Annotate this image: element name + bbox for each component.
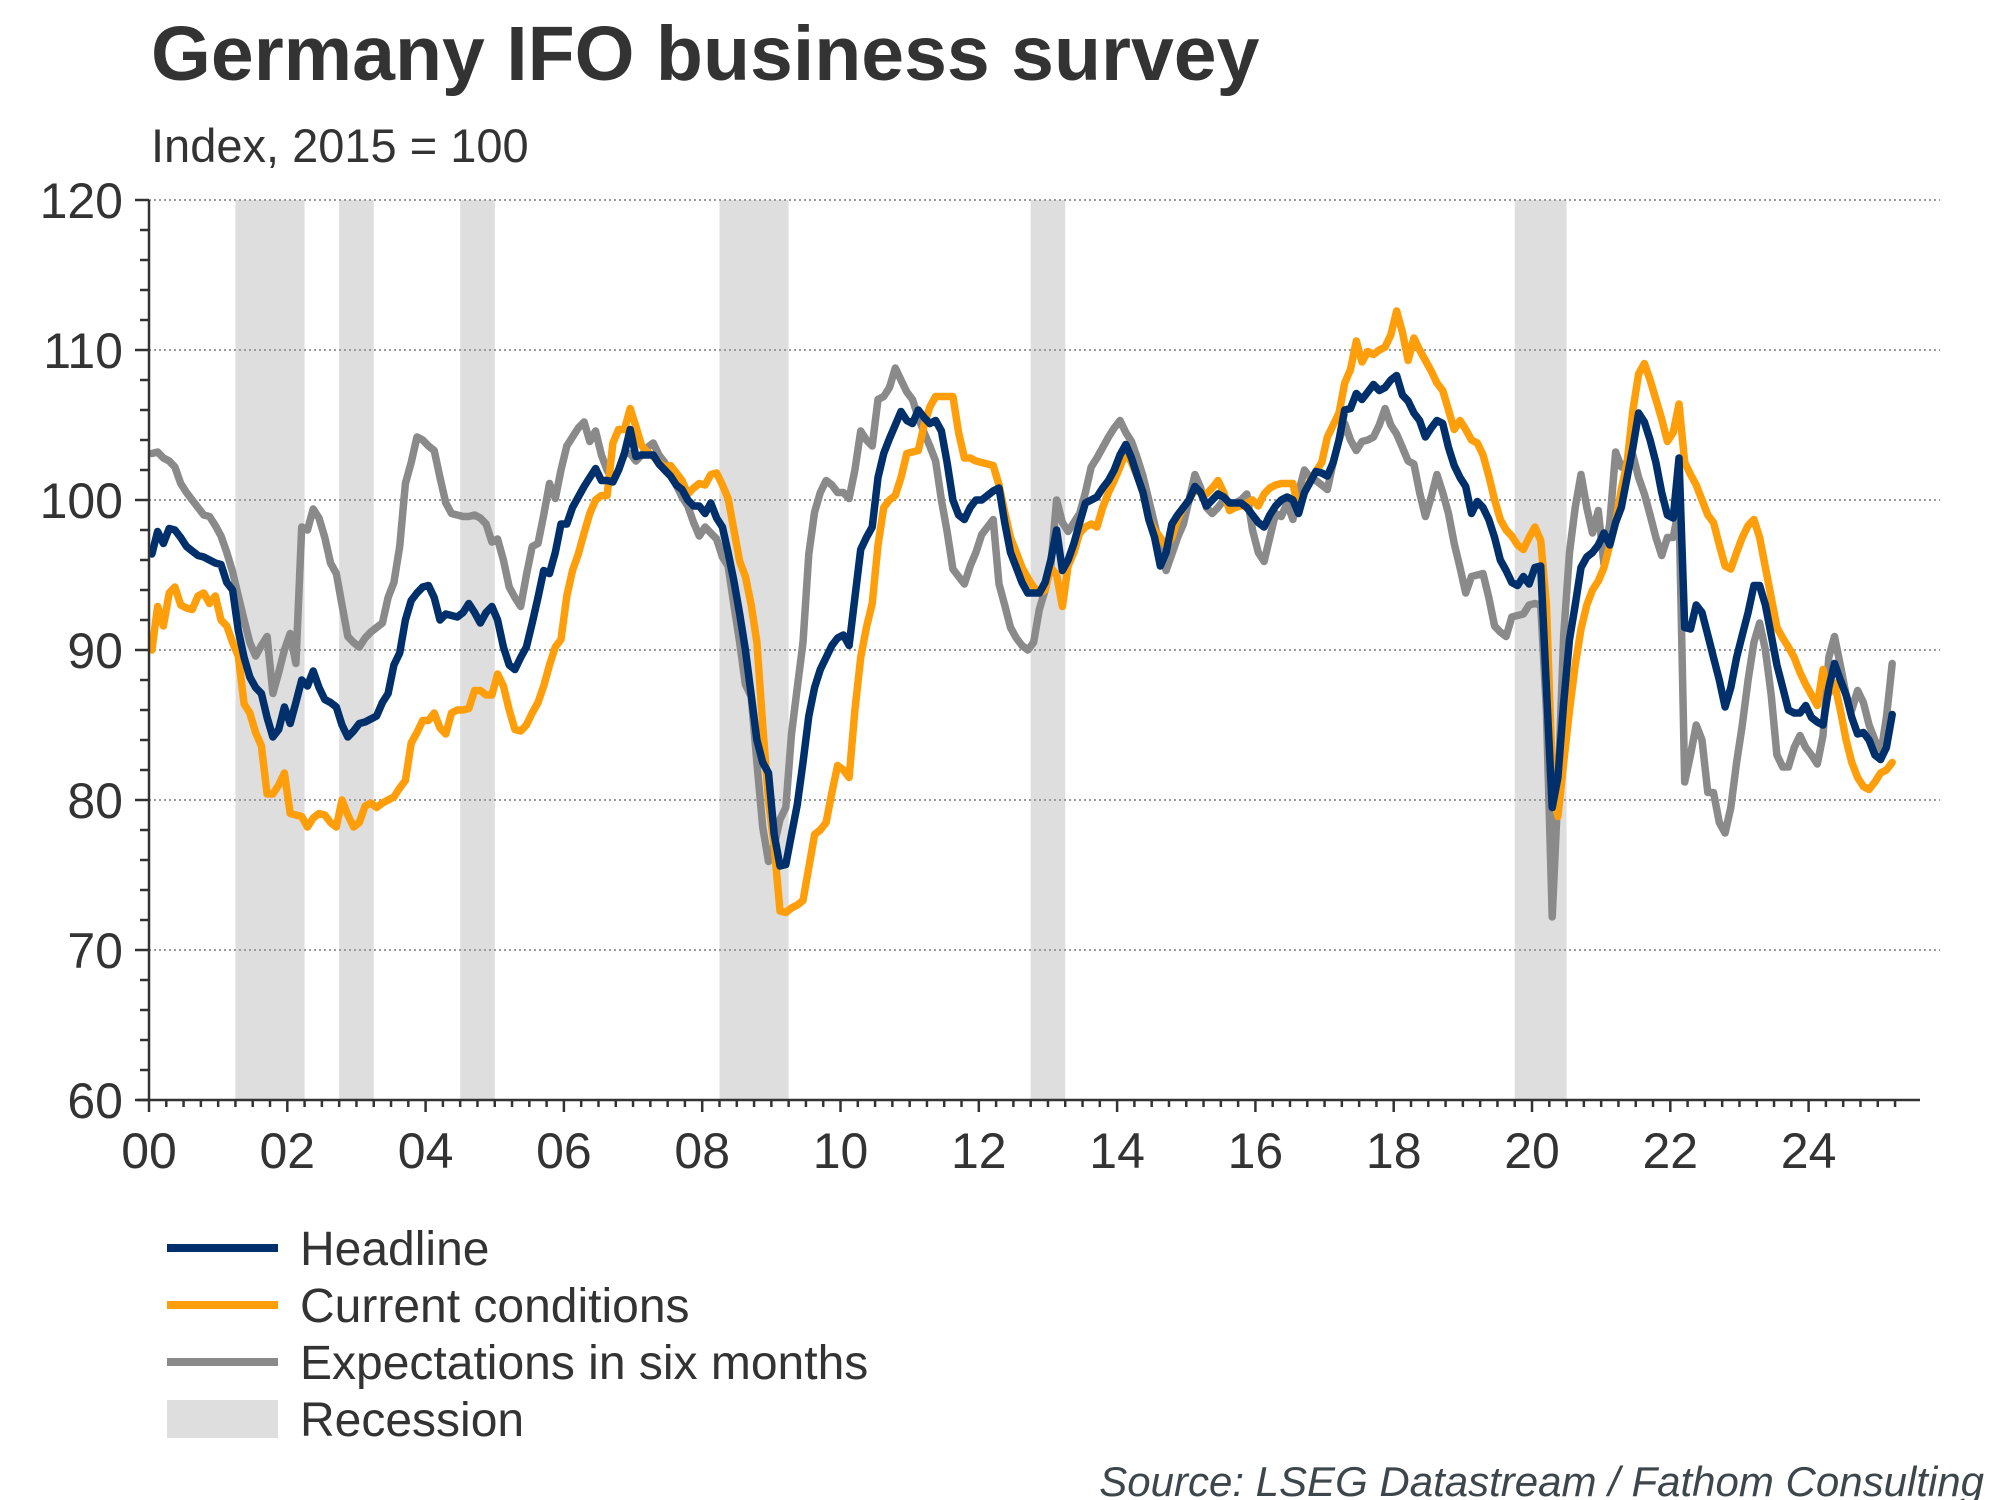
legend-item-recession: Recession bbox=[167, 1394, 524, 1447]
x-tick-label: 20 bbox=[1504, 1123, 1560, 1179]
gridlines bbox=[149, 199, 1940, 951]
x-tick-label: 04 bbox=[398, 1123, 454, 1179]
chart-subtitle: Index, 2015 = 100 bbox=[151, 119, 529, 172]
x-tick-label: 22 bbox=[1643, 1123, 1699, 1179]
x-tick-label: 06 bbox=[536, 1123, 592, 1179]
x-tick-label: 24 bbox=[1781, 1123, 1837, 1179]
legend-swatch-area bbox=[167, 1400, 278, 1438]
x-tick-label: 10 bbox=[813, 1123, 869, 1179]
series-line-current-conditions bbox=[148, 307, 1896, 917]
x-tick-label: 16 bbox=[1228, 1123, 1284, 1179]
legend-item-current-conditions: Current conditions bbox=[167, 1280, 690, 1333]
y-tick-label: 100 bbox=[40, 473, 123, 529]
x-axis-ticks: 00 02 04 06 08 10 12 14 16 18 20 22 24 bbox=[121, 1100, 1897, 1179]
series-lines bbox=[148, 307, 1896, 921]
series-line-expectations bbox=[148, 364, 1896, 921]
y-tick-label: 110 bbox=[43, 323, 123, 379]
x-tick-label: 02 bbox=[259, 1123, 315, 1179]
y-axis-ticks: 60 70 80 90 100 110 120 bbox=[40, 173, 149, 1129]
series-line-headline bbox=[148, 371, 1896, 870]
legend-label: Current conditions bbox=[300, 1280, 690, 1333]
y-tick-label: 80 bbox=[67, 773, 123, 829]
y-tick-label: 90 bbox=[67, 623, 123, 679]
y-tick-label: 120 bbox=[40, 173, 123, 229]
chart-title: Germany IFO business survey bbox=[151, 11, 1260, 97]
x-tick-label: 08 bbox=[674, 1123, 730, 1179]
legend-item-expectations: Expectations in six months bbox=[167, 1337, 868, 1390]
legend-label: Recession bbox=[300, 1394, 524, 1447]
legend-label: Headline bbox=[300, 1223, 489, 1276]
legend-item-headline: Headline bbox=[167, 1223, 489, 1276]
x-tick-label: 12 bbox=[951, 1123, 1007, 1179]
y-tick-label: 70 bbox=[67, 923, 123, 979]
legend-label: Expectations in six months bbox=[300, 1337, 868, 1390]
x-tick-label: 14 bbox=[1089, 1123, 1145, 1179]
y-tick-label: 60 bbox=[67, 1073, 123, 1129]
x-tick-label: 18 bbox=[1366, 1123, 1422, 1179]
x-tick-label: 00 bbox=[121, 1123, 177, 1179]
source-note: Source: LSEG Datastream / Fathom Consult… bbox=[1099, 1458, 1984, 1500]
